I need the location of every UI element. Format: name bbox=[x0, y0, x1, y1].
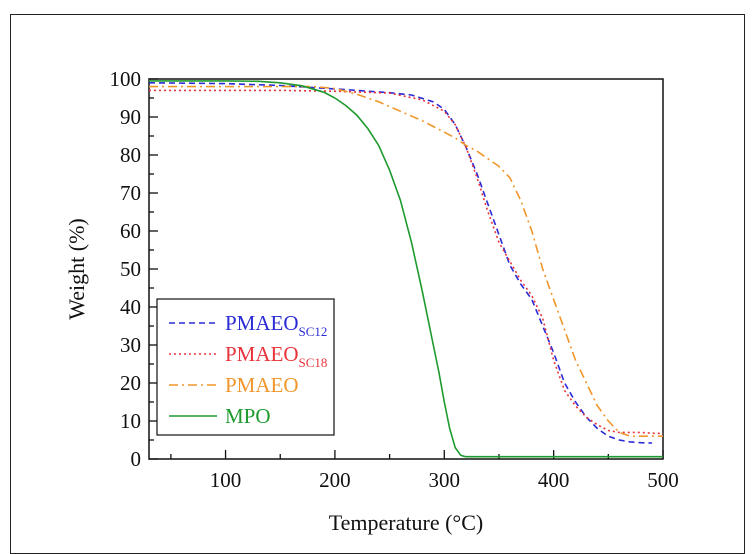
y-tick-label: 10 bbox=[120, 409, 141, 433]
y-tick-label: 80 bbox=[120, 143, 141, 167]
legend-label-subscript: SC18 bbox=[299, 355, 328, 370]
y-tick-label: 50 bbox=[120, 257, 141, 281]
x-tick-label: 100 bbox=[210, 468, 242, 492]
tick-labels: 100 200 300 400 500 0 10 20 30 40 50 60 70 80 90 100 bbox=[110, 67, 679, 492]
x-tick-label: 300 bbox=[429, 468, 461, 492]
series-line-3 bbox=[149, 85, 663, 438]
legend-label-subscript: SC12 bbox=[299, 324, 328, 339]
y-tick-label: 100 bbox=[110, 67, 142, 91]
y-tick-label: 30 bbox=[120, 333, 141, 357]
y-axis-title: Weight (%) bbox=[64, 218, 89, 319]
x-tick-label: 400 bbox=[538, 468, 570, 492]
series-line-4 bbox=[149, 80, 663, 458]
x-tick-label: 500 bbox=[647, 468, 679, 492]
y-tick-label: 0 bbox=[131, 447, 142, 471]
tga-chart: 100 200 300 400 500 0 10 20 30 40 50 60 70 80 90 100 Te… bbox=[64, 67, 679, 535]
y-tick-label: 20 bbox=[120, 371, 141, 395]
y-tick-label: 70 bbox=[120, 181, 141, 205]
x-axis-title: Temperature (°C) bbox=[329, 510, 483, 535]
series-line-2 bbox=[149, 89, 664, 435]
legend-label: MPO bbox=[225, 404, 271, 428]
series-lines bbox=[148, 80, 664, 458]
legend-label: PMAEO bbox=[225, 373, 299, 397]
legend-box bbox=[156, 298, 335, 436]
axes bbox=[148, 78, 664, 460]
series-line-1 bbox=[148, 82, 653, 444]
y-tick-label: 90 bbox=[120, 105, 141, 129]
y-tick-label: 60 bbox=[120, 219, 141, 243]
y-tick-label: 40 bbox=[120, 295, 141, 319]
chart-frame: 100 200 300 400 500 0 10 20 30 40 50 60 70 80 90 100 Te… bbox=[10, 14, 745, 554]
x-tick-label: 200 bbox=[319, 468, 351, 492]
